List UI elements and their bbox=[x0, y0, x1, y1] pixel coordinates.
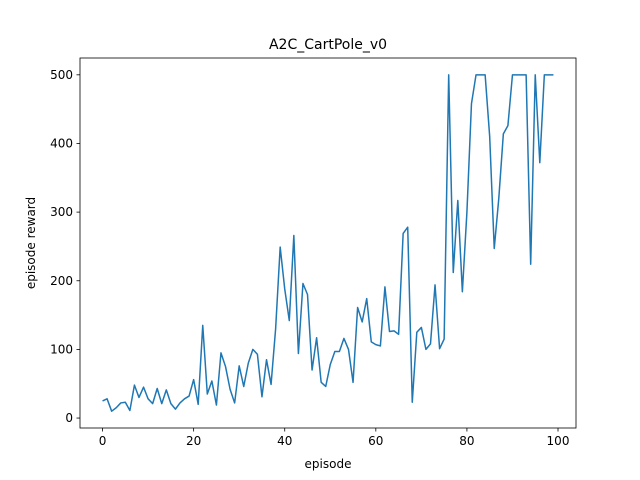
x-tick-label: 60 bbox=[368, 434, 383, 448]
x-tick-label: 0 bbox=[99, 434, 107, 448]
x-axis-label: episode bbox=[305, 457, 352, 471]
y-tick-label: 200 bbox=[50, 274, 73, 288]
x-tick-label: 100 bbox=[547, 434, 570, 448]
y-tick-label: 500 bbox=[50, 68, 73, 82]
x-tick-label: 80 bbox=[459, 434, 474, 448]
chart-title: A2C_CartPole_v0 bbox=[269, 37, 387, 53]
y-tick-label: 300 bbox=[50, 205, 73, 219]
y-tick-label: 400 bbox=[50, 136, 73, 150]
y-tick-label: 0 bbox=[65, 411, 73, 425]
data-line bbox=[102, 74, 554, 412]
y-axis-label: episode reward bbox=[24, 197, 38, 289]
axes-frame bbox=[79, 57, 577, 429]
x-tick-label: 20 bbox=[186, 434, 201, 448]
y-tick-label: 100 bbox=[50, 342, 73, 356]
x-tick-label: 40 bbox=[277, 434, 292, 448]
